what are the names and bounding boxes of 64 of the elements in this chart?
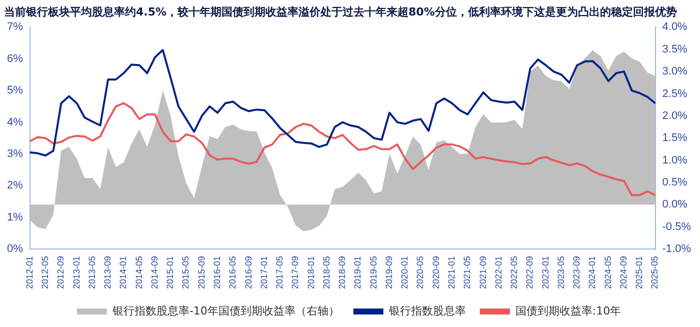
y2-tick-label: -1.0% bbox=[662, 243, 692, 255]
legend-label: 国债到期收益率:10年 bbox=[515, 304, 622, 318]
x-tick-label: 2017-01 bbox=[258, 256, 269, 289]
y2-tick-label: 2.5% bbox=[662, 88, 688, 100]
x-tick-label: 2019-09 bbox=[384, 256, 394, 289]
x-tick-label: 2019-05 bbox=[368, 256, 378, 289]
legend-label: 银行指数股息率-10年国债到期收益率（右轴） bbox=[111, 304, 340, 318]
x-tick-label: 2013-09 bbox=[102, 256, 113, 289]
x-tick-label: 2021-01 bbox=[446, 256, 457, 289]
x-tick-label: 2020-09 bbox=[430, 256, 441, 289]
x-tick-label: 2012-05 bbox=[40, 256, 50, 289]
x-tick-label: 2017-05 bbox=[274, 256, 285, 289]
x-tick-label: 2022-09 bbox=[524, 256, 535, 289]
x-tick-label: 2020-05 bbox=[415, 256, 426, 289]
x-tick-label: 2015-05 bbox=[180, 256, 191, 289]
x-tick-label: 2018-09 bbox=[337, 256, 348, 289]
x-tick-label: 2023-09 bbox=[572, 256, 582, 289]
x-tick-label: 2012-09 bbox=[56, 256, 66, 289]
y-tick-label: 1% bbox=[6, 211, 24, 224]
x-tick-label: 2021-09 bbox=[478, 256, 488, 289]
x-tick-label: 2015-01 bbox=[165, 256, 176, 289]
x-tick-label: 2021-05 bbox=[462, 256, 472, 289]
x-tick-label: 2016-05 bbox=[228, 256, 238, 289]
chart-title: 当前银行板块平均股息率约4.5%，较十年期国债到期收益率溢价处于过去十年来超80%分位，低利率环境下这是更为凸出的稳定回报优势 bbox=[4, 5, 677, 18]
x-tick-label: 2014-05 bbox=[134, 256, 144, 289]
y2-tick-label: 3.0% bbox=[662, 66, 688, 78]
y-tick-label: 5% bbox=[6, 84, 24, 97]
x-tick-label: 2013-01 bbox=[71, 256, 82, 289]
y2-tick-label: 0.5% bbox=[662, 176, 688, 188]
y-tick-label: 7% bbox=[6, 21, 24, 34]
x-tick-label: 2024-01 bbox=[587, 256, 598, 289]
x-tick-label: 2024-05 bbox=[602, 256, 613, 289]
y-tick-label: 3% bbox=[6, 148, 24, 160]
x-tick-label: 2022-01 bbox=[493, 256, 504, 289]
x-tick-label: 2018-01 bbox=[306, 256, 316, 289]
y2-tick-label: 3.5% bbox=[662, 43, 688, 56]
x-tick-label: 2013-05 bbox=[86, 256, 97, 289]
x-tick-label: 2022-05 bbox=[509, 256, 520, 289]
x-tick-label: 2025-01 bbox=[634, 256, 644, 289]
y-tick-label: 6% bbox=[6, 52, 24, 65]
x-tick-label: 2014-01 bbox=[118, 256, 128, 289]
x-tick-label: 2017-09 bbox=[290, 256, 300, 289]
legend-label: 银行指数股息率 bbox=[388, 304, 466, 318]
x-tick-label: 2020-01 bbox=[400, 256, 410, 289]
y2-tick-label: 2.0% bbox=[662, 110, 688, 122]
y-tick-label: 0% bbox=[6, 243, 24, 255]
x-tick-label: 2015-09 bbox=[196, 256, 206, 289]
y2-tick-label: -0.5% bbox=[662, 220, 692, 233]
y-tick-label: 4% bbox=[6, 116, 24, 128]
x-tick-label: 2012-01 bbox=[24, 256, 34, 289]
x-tick-label: 2016-01 bbox=[212, 256, 222, 289]
x-tick-label: 2024-09 bbox=[618, 256, 628, 289]
x-tick-label: 2023-05 bbox=[556, 256, 566, 289]
x-tick-label: 2014-09 bbox=[149, 256, 160, 289]
y2-tick-label: 1.0% bbox=[662, 154, 688, 166]
x-tick-label: 2025-05 bbox=[650, 256, 660, 289]
x-tick-label: 2019-01 bbox=[352, 256, 363, 289]
x-tick-label: 2016-09 bbox=[243, 256, 254, 289]
y-tick-label: 2% bbox=[6, 180, 24, 192]
y2-tick-label: 4.0% bbox=[662, 21, 688, 34]
x-tick-label: 2018-05 bbox=[321, 256, 332, 289]
y2-tick-label: 1.5% bbox=[662, 132, 688, 144]
x-tick-label: 2023-01 bbox=[540, 256, 550, 289]
y2-tick-label: 0.0% bbox=[662, 198, 688, 211]
